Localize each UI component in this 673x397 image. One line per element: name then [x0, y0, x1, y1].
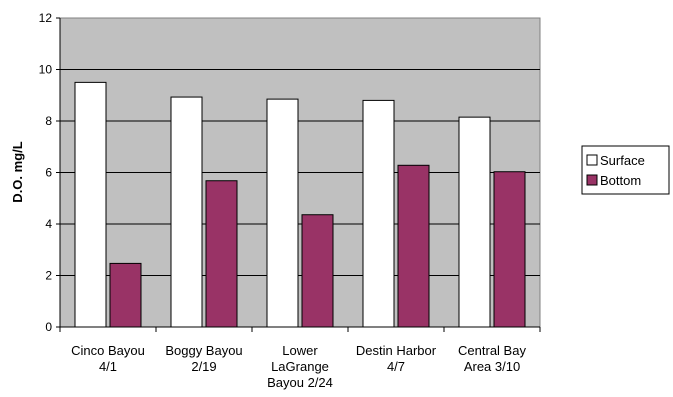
bar-surface-4 [458, 116, 491, 328]
bar-surface-0 [74, 81, 107, 328]
y-tick-label: 12 [39, 11, 53, 25]
y-ticks: 0 2 4 6 8 10 12 [39, 11, 60, 334]
x-category-label: Bayou 2/24 [267, 375, 333, 390]
x-category-label: Lower [282, 343, 318, 358]
bar-bottom-0 [109, 262, 142, 328]
bars [74, 81, 526, 328]
legend-label-bottom: Bottom [600, 173, 641, 188]
y-axis-label: D.O. mg/L [10, 141, 25, 202]
x-category-label: Area 3/10 [464, 359, 520, 374]
y-tick-label: 10 [39, 63, 53, 77]
y-tick-label: 8 [45, 114, 52, 128]
y-tick-label: 6 [45, 166, 52, 180]
x-category-label: 4/7 [387, 359, 405, 374]
bar-bottom-2 [301, 214, 334, 328]
x-category-label: Boggy Bayou [165, 343, 242, 358]
legend-swatch-bottom [586, 174, 598, 186]
legend: Surface Bottom [581, 145, 670, 195]
y-tick-label: 0 [45, 320, 52, 334]
x-category-label: 2/19 [191, 359, 216, 374]
bar-surface-3 [362, 99, 395, 328]
x-category-label: Central Bay [458, 343, 526, 358]
y-tick-label: 2 [45, 269, 52, 283]
bar-bottom-3 [397, 164, 430, 328]
bar-surface-1 [170, 96, 203, 328]
x-category-label: LaGrange [271, 359, 329, 374]
bar-bottom-1 [205, 180, 238, 328]
legend-swatch-surface [586, 154, 598, 166]
bar-bottom-4 [493, 171, 526, 328]
x-category-label: 4/1 [99, 359, 117, 374]
y-tick-label: 4 [45, 217, 52, 231]
legend-box [581, 145, 670, 195]
legend-label-surface: Surface [600, 153, 645, 168]
x-category-label: Cinco Bayou [71, 343, 145, 358]
x-category-label: Destin Harbor [356, 343, 437, 358]
bar-surface-2 [266, 98, 299, 328]
